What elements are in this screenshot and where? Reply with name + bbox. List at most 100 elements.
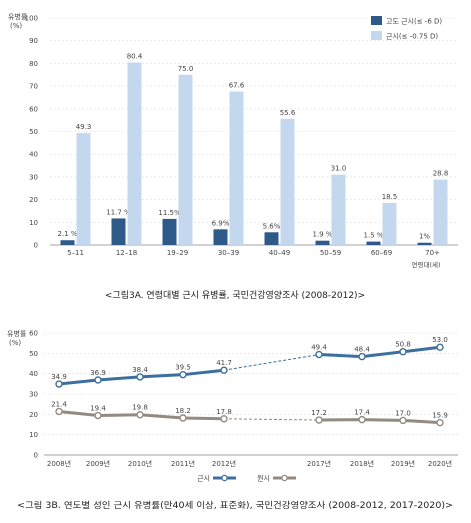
hyperopia-point xyxy=(220,415,228,423)
myopia-point xyxy=(179,370,187,379)
data-label: 67.6 xyxy=(229,82,245,90)
hyperopia-gap-connector xyxy=(223,418,320,421)
data-label: 49.3 xyxy=(76,123,92,131)
data-label: 75.0 xyxy=(178,65,194,73)
bar-high-myopia xyxy=(60,240,75,245)
data-label: 21.4 xyxy=(51,400,67,408)
y-tick-label: 40 xyxy=(29,370,38,378)
myopia-point xyxy=(315,350,323,359)
hyperopia-point xyxy=(358,415,366,424)
y-tick-label: 50 xyxy=(29,350,38,358)
legend-marker xyxy=(221,474,228,482)
y-tick-label: 20 xyxy=(29,196,38,204)
bar-high-myopia xyxy=(315,240,330,245)
data-label: 28.8 xyxy=(433,170,449,178)
figure-caption-3a: <그림3A. 연령대별 근시 유병률, 국민건강영양조사 (2008-2012)… xyxy=(105,289,365,301)
y-tick-label: 100 xyxy=(25,15,38,23)
y-tick-label: 0 xyxy=(34,452,38,460)
bar-high-myopia xyxy=(162,218,177,245)
figure-caption-3b: <그림 3B. 연도별 성인 근시 유병률(만40세 이상, 표준화), 국민건… xyxy=(17,500,453,510)
y-tick-label: 30 xyxy=(29,173,38,181)
bar-high-myopia xyxy=(417,242,432,245)
data-label: 18.2 xyxy=(175,407,191,415)
data-label: 31.0 xyxy=(331,165,347,173)
x-tick-label: 2010년 xyxy=(128,459,152,468)
y-tick-label: 60 xyxy=(29,105,38,113)
y-axis-title: 유병률 xyxy=(7,329,27,338)
bar-myopia xyxy=(76,133,91,245)
data-label: 55.6 xyxy=(280,109,296,117)
bar-myopia xyxy=(280,118,295,245)
y-tick-label: 70 xyxy=(29,83,38,91)
data-label: 1.5 % xyxy=(363,232,383,240)
data-label: 53.0 xyxy=(432,336,448,344)
legend-swatch xyxy=(371,31,382,40)
data-label: 38.4 xyxy=(132,366,148,374)
data-label: 50.8 xyxy=(395,341,411,349)
myopia-line-2017-2020 xyxy=(318,345,441,359)
hyperopia-point xyxy=(315,416,323,424)
x-tick-label: 70+ xyxy=(425,249,440,257)
legend-marker xyxy=(281,474,288,482)
x-axis-title: 연령대(세) xyxy=(412,260,441,269)
y-tick-label: 40 xyxy=(29,151,38,159)
hyperopia-point xyxy=(136,411,144,419)
bar-myopia xyxy=(178,74,193,245)
y-tick-label: 60 xyxy=(29,330,38,338)
y-axis-unit: (%) xyxy=(9,339,21,347)
data-label: 1.9 % xyxy=(312,231,332,239)
hyperopia-point xyxy=(55,407,63,416)
data-label: 11.5% xyxy=(158,209,181,217)
hyperopia-line-2017-2020 xyxy=(318,418,441,425)
x-tick-label: 5–11 xyxy=(67,249,84,257)
myopia-point xyxy=(220,366,228,374)
data-label: 17.0 xyxy=(395,409,411,417)
x-tick-label: 2017년 xyxy=(307,459,331,468)
data-label: 17.8 xyxy=(216,408,232,416)
legend-swatch xyxy=(371,16,382,25)
x-tick-label: 2011년 xyxy=(171,459,195,468)
x-tick-label: 2009년 xyxy=(86,459,110,468)
x-tick-label: 2012년 xyxy=(212,459,236,468)
bar-high-myopia xyxy=(366,241,381,245)
x-tick-label: 2019년 xyxy=(391,459,415,468)
data-label: 48.4 xyxy=(354,346,370,354)
myopia-point xyxy=(55,380,63,388)
data-label: 15.9 xyxy=(432,412,448,420)
bar-myopia xyxy=(382,203,397,245)
x-tick-label: 19–29 xyxy=(167,249,188,257)
y-tick-label: 20 xyxy=(29,411,38,419)
y-tick-label: 10 xyxy=(29,431,38,439)
legend-label: 고도 근시(≤ -6 D) xyxy=(386,18,442,26)
bar-myopia xyxy=(331,174,346,245)
myopia-point xyxy=(358,352,366,361)
y-tick-label: 80 xyxy=(29,60,38,68)
data-label: 17.4 xyxy=(354,409,370,417)
myopia-gap-connector xyxy=(223,354,320,371)
x-tick-label: 2018년 xyxy=(350,459,374,468)
data-label: 80.4 xyxy=(127,52,143,60)
hyperopia-point xyxy=(94,411,102,420)
data-label: 49.4 xyxy=(311,344,327,352)
data-label: 2.1 % xyxy=(57,230,77,238)
data-label: 36.9 xyxy=(90,369,106,377)
bar-myopia xyxy=(127,62,142,245)
data-label: 18.5 xyxy=(382,193,398,201)
y-axis-title: 유병률 xyxy=(8,12,28,21)
myopia-point xyxy=(399,348,407,356)
y-axis-unit: (%) xyxy=(10,22,22,30)
y-tick-label: 30 xyxy=(29,391,38,399)
data-label: 17.2 xyxy=(311,409,327,417)
x-tick-label: 30–39 xyxy=(218,249,239,257)
bar-myopia xyxy=(229,91,244,245)
data-label: 1% xyxy=(419,233,430,241)
data-label: 39.5 xyxy=(175,364,191,372)
y-tick-label: 50 xyxy=(29,128,38,136)
myopia-point xyxy=(94,376,102,384)
legend-label: 원시 xyxy=(257,474,270,483)
legend-label: 근시(≤ -0.75 D) xyxy=(386,33,438,41)
hyperopia-point xyxy=(179,414,187,422)
data-label: 11.7 % xyxy=(106,208,131,216)
x-tick-label: 2020년 xyxy=(428,459,452,468)
